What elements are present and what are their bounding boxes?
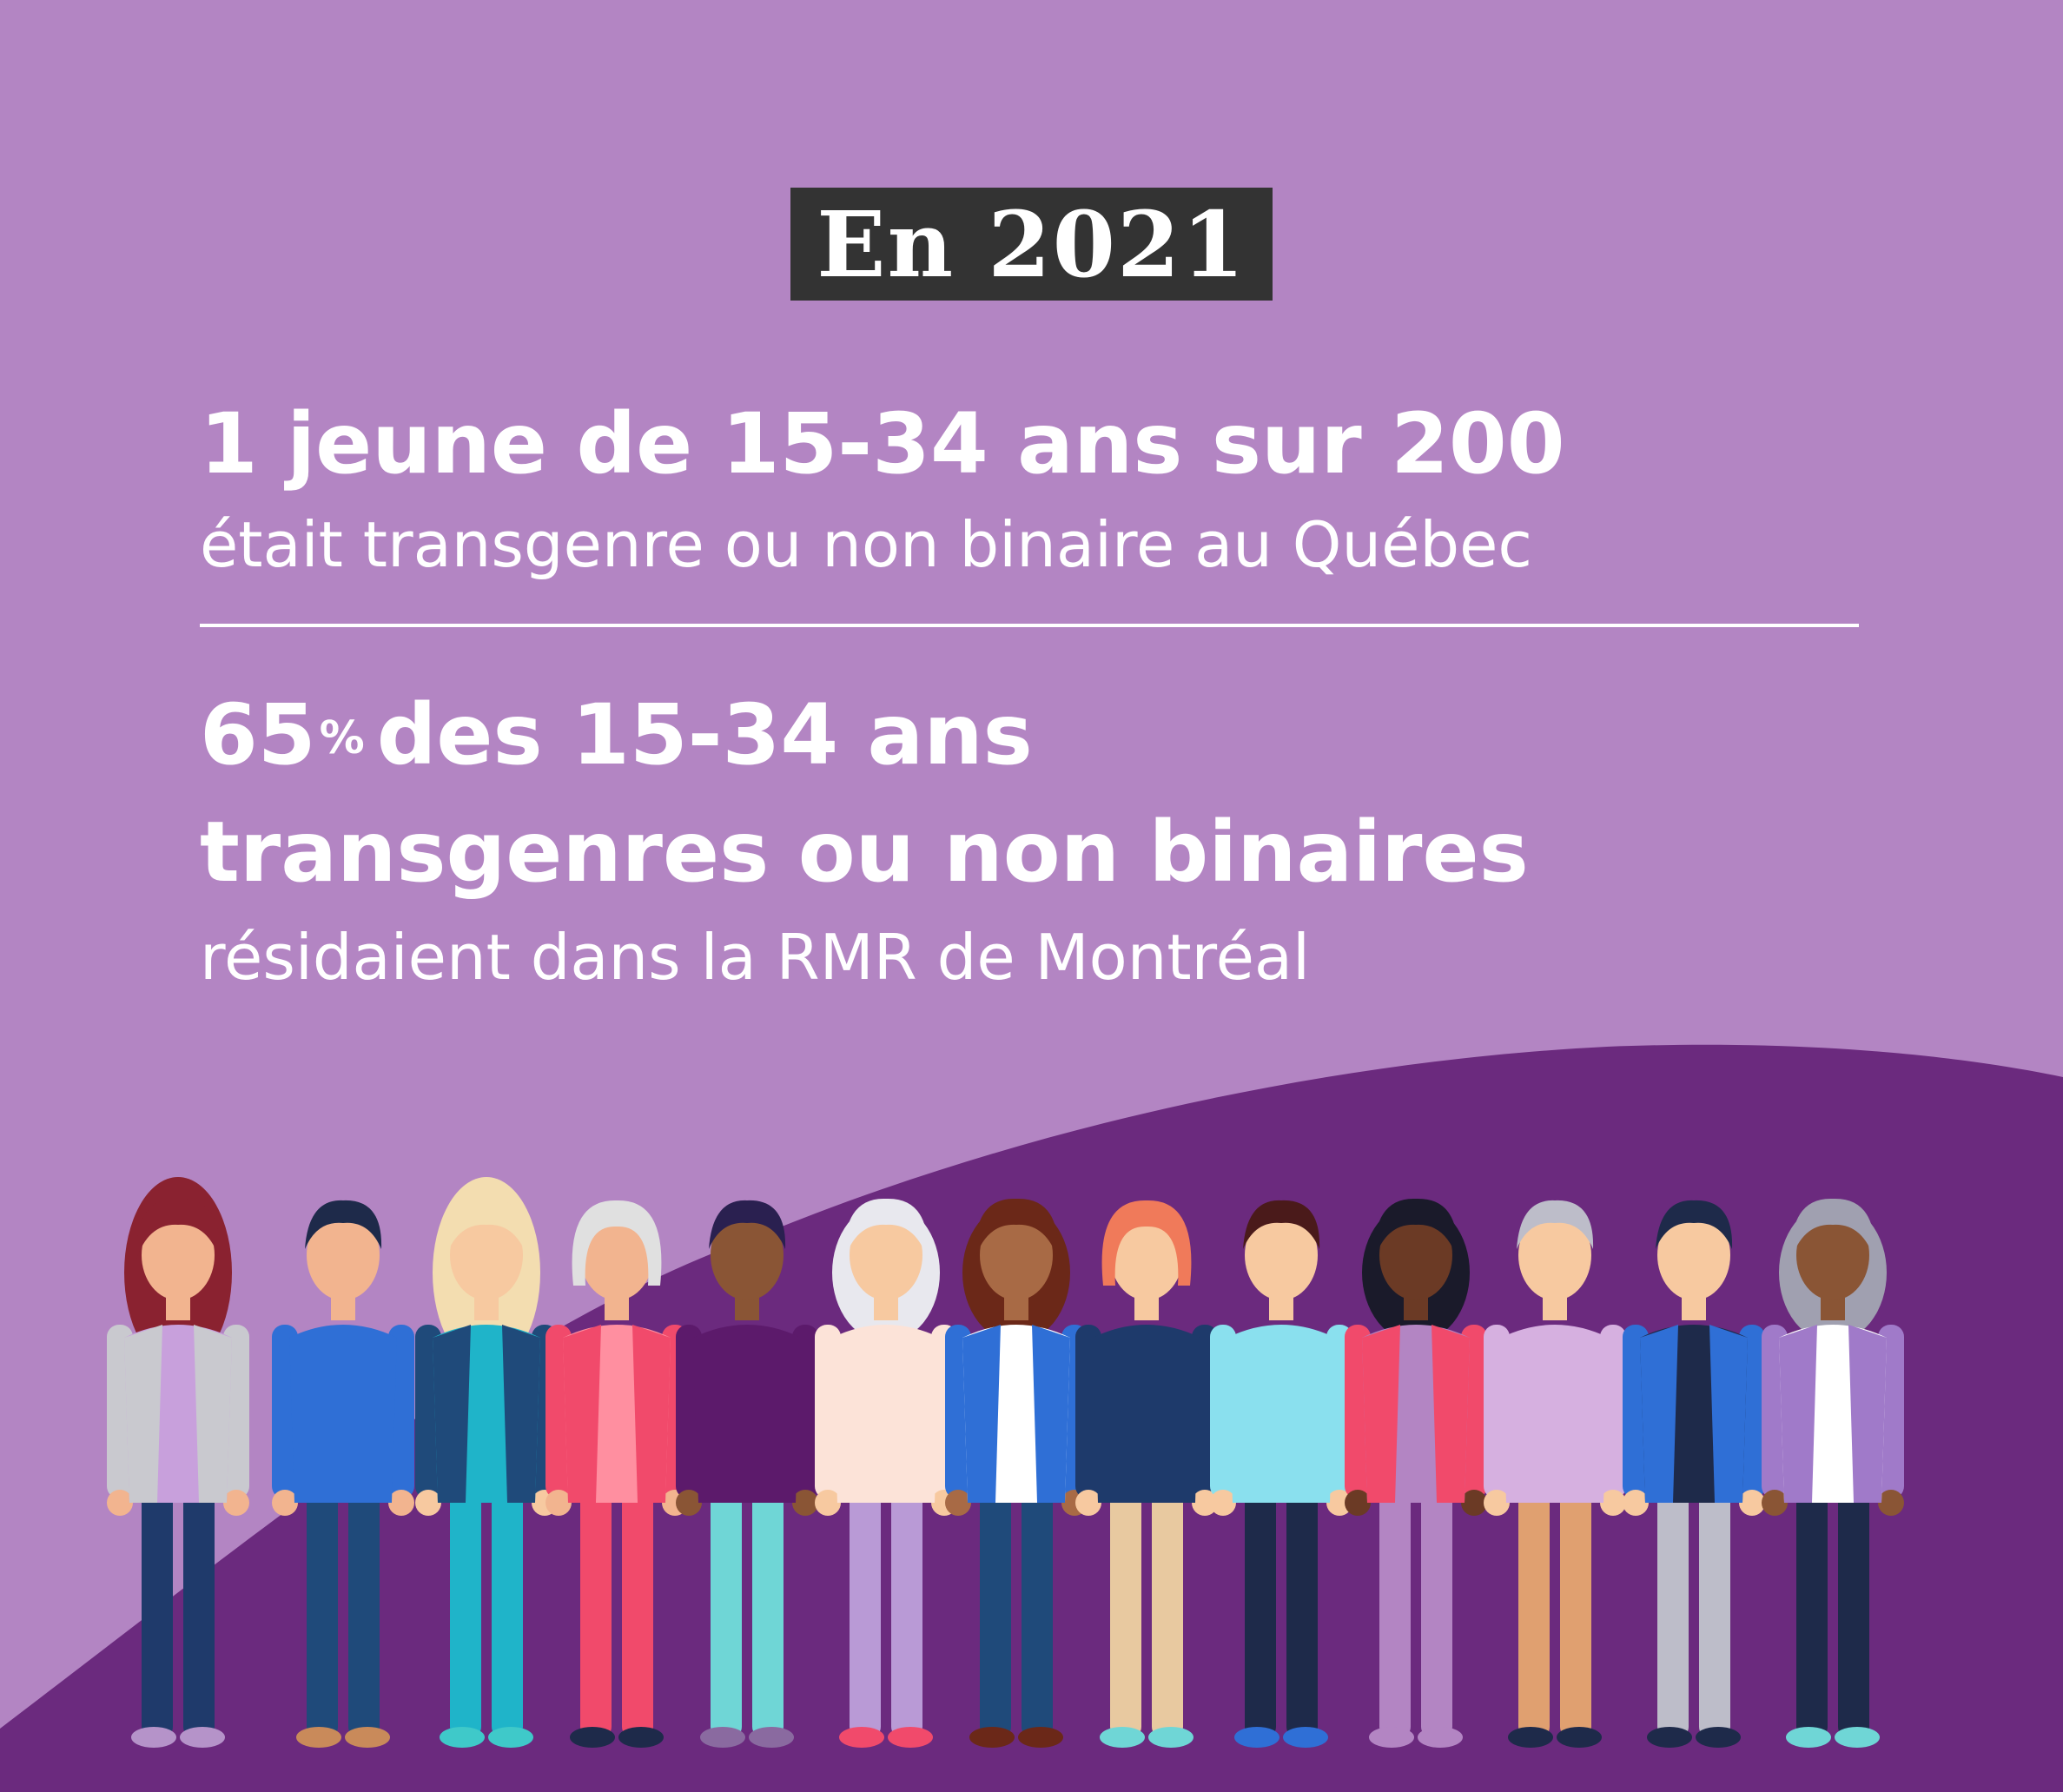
stat2-headline: 65% des 15-34 ans: [200, 686, 1033, 784]
person-figure: [272, 1200, 414, 1748]
year-badge: En 2021: [790, 188, 1273, 301]
stat2-line2: transgenres ou non binaires: [200, 803, 1529, 901]
person-figure: [546, 1200, 688, 1748]
person-figure: [107, 1177, 249, 1748]
divider: [200, 624, 1859, 627]
person-figure: [1484, 1200, 1626, 1748]
person-figure: [815, 1198, 957, 1748]
group-of-diverse-people-illustration: [107, 1177, 1904, 1748]
person-figure: [1345, 1198, 1487, 1748]
person-figure: [1210, 1200, 1352, 1748]
year-label: En 2021: [817, 190, 1246, 298]
stat2-percent: %: [319, 712, 365, 764]
stat2-subline: résidaient dans la RMR de Montréal: [200, 921, 1310, 994]
person-figure: [676, 1200, 818, 1748]
stat1-subline: était transgenre ou non binaire au Québe…: [200, 508, 1532, 581]
person-figure: [1075, 1200, 1218, 1748]
stat2-number: 65: [200, 686, 316, 784]
person-figure: [1762, 1198, 1904, 1748]
person-figure: [1623, 1200, 1765, 1748]
person-figure: [945, 1198, 1088, 1748]
stat2-headline-rest: des 15-34 ans: [376, 686, 1033, 784]
person-figure: [415, 1177, 558, 1748]
stat1-headline: 1 jeune de 15-34 ans sur 200: [200, 395, 1565, 493]
